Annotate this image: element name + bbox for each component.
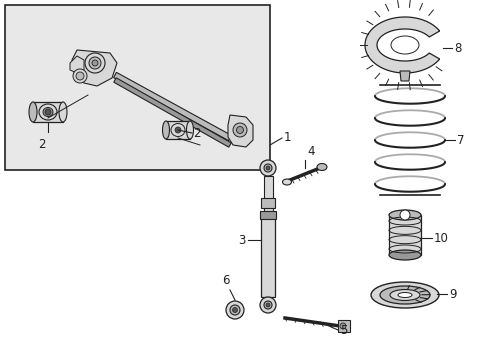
Circle shape — [264, 301, 271, 309]
Bar — [388, 215, 420, 255]
Ellipse shape — [390, 36, 418, 54]
Circle shape — [85, 53, 105, 73]
Circle shape — [76, 72, 84, 80]
Text: 6: 6 — [222, 274, 229, 287]
Polygon shape — [399, 71, 409, 81]
Circle shape — [265, 303, 269, 307]
Circle shape — [264, 164, 271, 172]
Ellipse shape — [43, 108, 53, 117]
Bar — [165, 121, 190, 139]
Text: 2: 2 — [193, 126, 200, 140]
Bar — [337, 320, 349, 332]
Ellipse shape — [389, 289, 419, 301]
Bar — [264, 176, 272, 215]
Text: 2: 2 — [38, 138, 46, 151]
Bar — [33, 102, 63, 122]
Text: 4: 4 — [306, 145, 314, 158]
Circle shape — [92, 60, 98, 66]
Circle shape — [225, 301, 244, 319]
Ellipse shape — [29, 102, 37, 122]
Bar — [5, 5, 269, 170]
Circle shape — [265, 166, 269, 170]
Polygon shape — [364, 17, 439, 73]
Text: 3: 3 — [238, 234, 245, 247]
Polygon shape — [72, 50, 117, 86]
Circle shape — [89, 57, 101, 69]
Polygon shape — [70, 56, 84, 73]
Circle shape — [399, 210, 409, 220]
Circle shape — [260, 297, 275, 313]
Ellipse shape — [397, 292, 411, 297]
Text: 5: 5 — [339, 324, 346, 338]
Circle shape — [175, 127, 181, 133]
Ellipse shape — [388, 210, 420, 220]
Circle shape — [236, 126, 243, 134]
Circle shape — [229, 305, 240, 315]
Bar — [261, 215, 274, 297]
Text: 1: 1 — [284, 131, 291, 144]
Bar — [261, 198, 274, 208]
Ellipse shape — [162, 121, 169, 139]
Circle shape — [339, 323, 346, 329]
Bar — [260, 211, 275, 219]
Ellipse shape — [59, 102, 67, 122]
Ellipse shape — [282, 179, 291, 185]
Circle shape — [73, 69, 87, 83]
Ellipse shape — [186, 121, 193, 139]
Ellipse shape — [388, 250, 420, 260]
Circle shape — [232, 307, 237, 312]
Polygon shape — [114, 78, 231, 147]
Ellipse shape — [379, 286, 429, 304]
Circle shape — [45, 109, 51, 115]
Circle shape — [260, 160, 275, 176]
Ellipse shape — [370, 282, 438, 308]
Text: 9: 9 — [448, 288, 456, 301]
Polygon shape — [113, 72, 231, 141]
Ellipse shape — [316, 163, 326, 171]
Polygon shape — [227, 115, 252, 147]
Text: 10: 10 — [433, 231, 448, 244]
Text: 8: 8 — [453, 41, 461, 54]
Text: 7: 7 — [456, 134, 464, 147]
Circle shape — [232, 123, 246, 137]
